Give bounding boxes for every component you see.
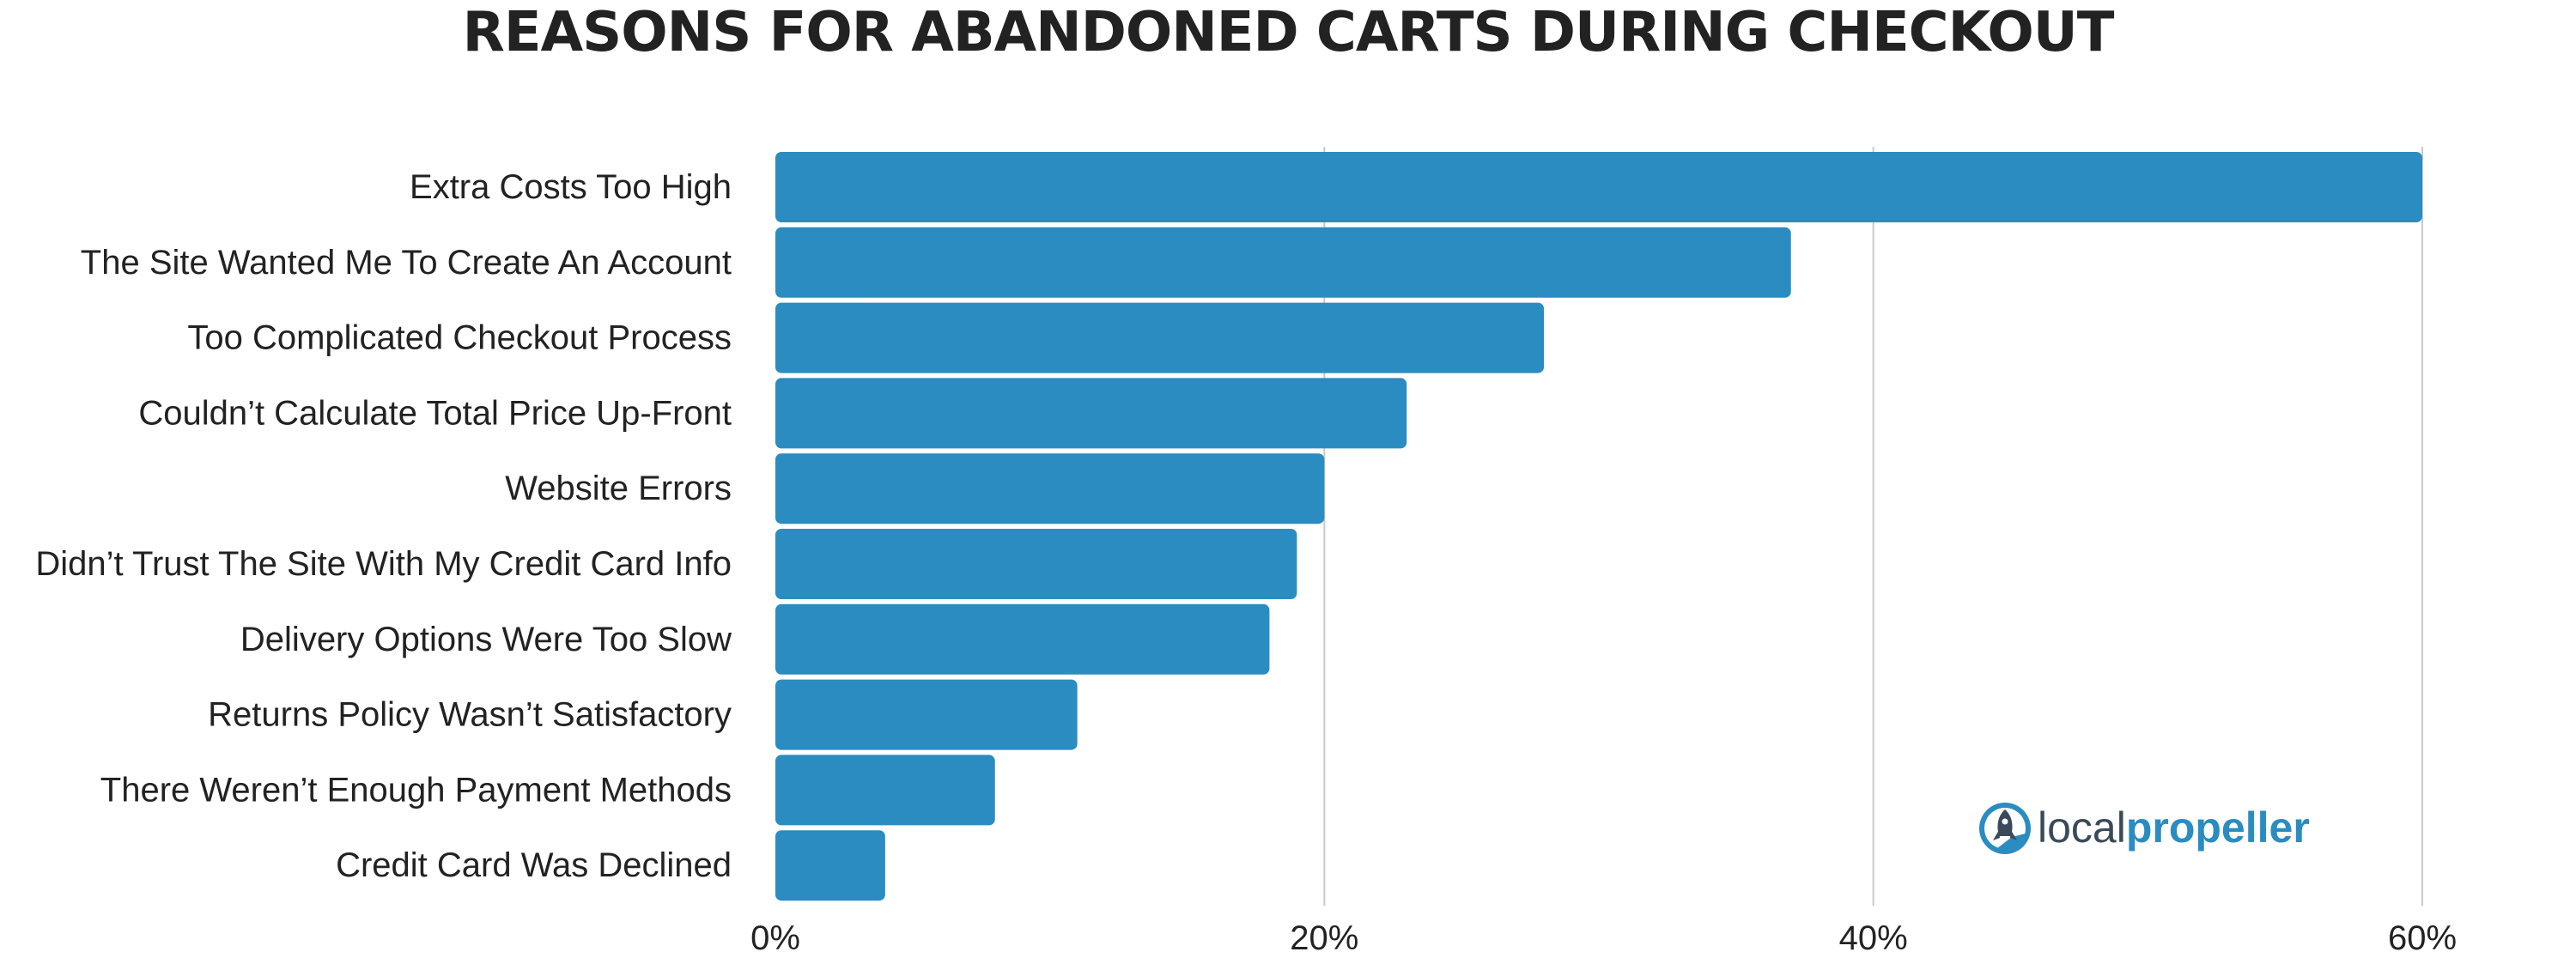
bar (775, 302, 1545, 373)
category-labels: Extra Costs Too High The Site Wanted Me T… (35, 168, 732, 884)
bar (775, 603, 1270, 675)
category-label: The Site Wanted Me To Create An Account (81, 244, 732, 282)
x-tick-label: 0% (750, 919, 800, 957)
bar (775, 378, 1407, 449)
category-label: Didn’t Trust The Site With My Credit Car… (35, 545, 732, 583)
category-label: Credit Card Was Declined (336, 846, 732, 884)
bar (775, 529, 1297, 599)
rocket-icon (1979, 803, 2031, 854)
bar (775, 679, 1078, 750)
logo: localpropeller (1979, 803, 2310, 854)
bar (775, 453, 1325, 524)
chart-title: REASONS FOR ABANDONED CARTS DURING CHECK… (462, 1, 2115, 64)
category-label: There Weren’t Enough Payment Methods (100, 771, 732, 809)
bar (775, 830, 885, 901)
x-tick-label: 60% (2388, 919, 2457, 957)
category-label: Returns Policy Wasn’t Satisfactory (208, 696, 732, 734)
category-label: Couldn’t Calculate Total Price Up-Front (138, 394, 732, 432)
logo-text-bold: propeller (2126, 803, 2310, 852)
x-tick-label: 20% (1290, 919, 1358, 957)
logo-text-light: local (2038, 803, 2126, 852)
bar (775, 227, 1791, 298)
category-label: Too Complicated Checkout Process (187, 319, 732, 357)
category-label: Website Errors (505, 470, 732, 507)
x-tick-labels: 0% 20% 40% 60% (750, 919, 2457, 957)
x-tick-label: 40% (1839, 919, 1908, 957)
category-label: Delivery Options Were Too Slow (240, 621, 732, 658)
category-label: Extra Costs Too High (410, 168, 732, 206)
logo-text: localpropeller (2038, 803, 2310, 852)
bar (775, 152, 2422, 222)
bar (775, 755, 995, 826)
bars (775, 152, 2422, 901)
